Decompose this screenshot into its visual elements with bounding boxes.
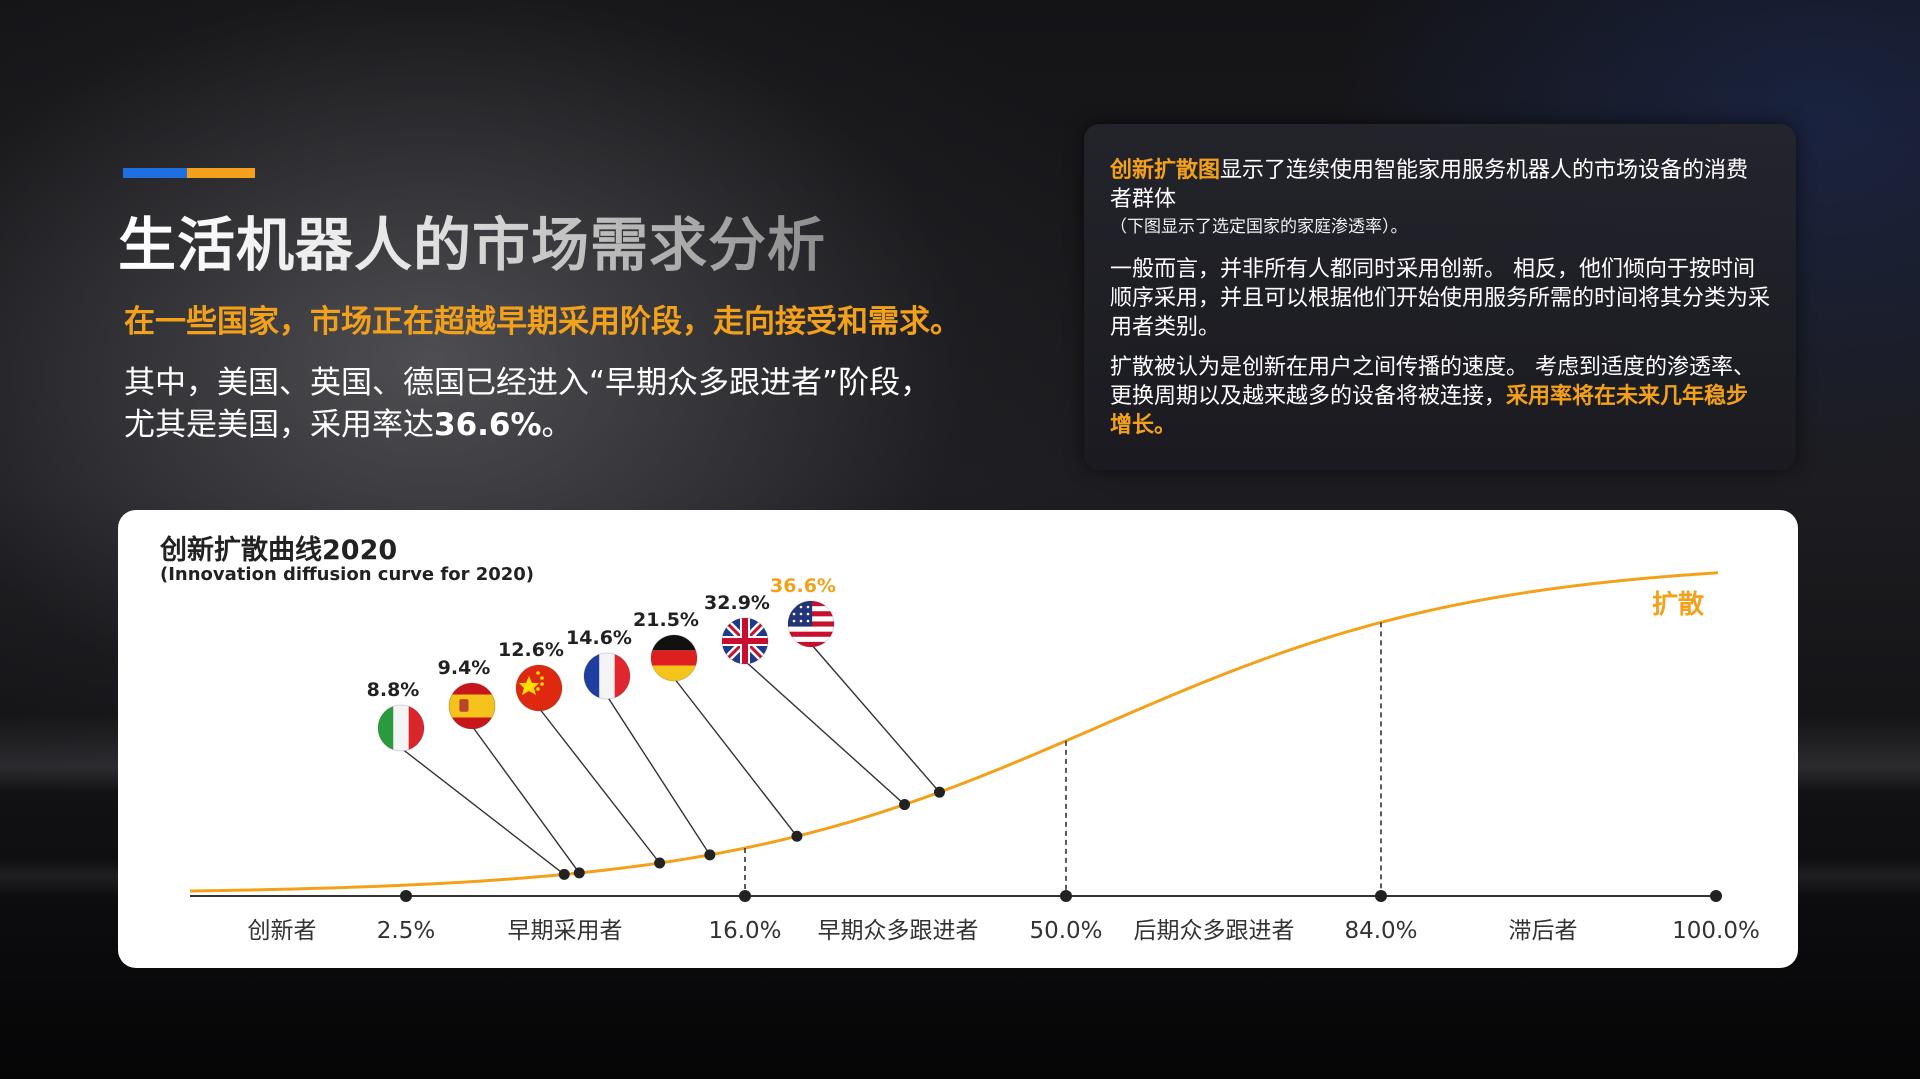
country-value-label: 8.8% bbox=[367, 679, 420, 701]
x-tick-label: 2.5% bbox=[377, 918, 435, 944]
info-p1-highlight: 创新扩散图 bbox=[1110, 158, 1221, 183]
axis-tick-dot bbox=[400, 890, 412, 902]
country-value-label: 21.5% bbox=[633, 609, 699, 631]
segment-label: 滞后者 bbox=[1509, 918, 1578, 944]
axis-tick-dot bbox=[1060, 890, 1072, 902]
curve-point bbox=[791, 830, 803, 842]
info-p3-highlight: 采用率将在未来几年稳步增长。 bbox=[1110, 384, 1749, 438]
connector-line bbox=[810, 643, 941, 793]
usa-flag-icon bbox=[787, 600, 835, 648]
country-value-label: 12.6% bbox=[498, 639, 564, 661]
curve-point bbox=[704, 849, 716, 861]
info-p1-text: 显示了连续使用智能家用服务机器人的市场设备的消费者群体 bbox=[1110, 158, 1749, 212]
curve-point bbox=[558, 868, 570, 880]
axis-tick-dot bbox=[1375, 890, 1387, 902]
description-line-1: 其中，美国、英国、德国已经进入“早期众多跟进者”阶段， bbox=[124, 365, 932, 401]
info-panel: 创新扩散图显示了连续使用智能家用服务机器人的市场设备的消费者群体 （下图显示了选… bbox=[1084, 124, 1796, 470]
country-value-label: 36.6% bbox=[770, 575, 836, 597]
curve-point bbox=[899, 799, 911, 811]
x-tick-label: 84.0% bbox=[1344, 918, 1417, 944]
axis-tick-dot bbox=[1710, 890, 1722, 902]
france-flag-icon bbox=[583, 652, 631, 700]
connector-line bbox=[400, 747, 565, 875]
page-description: 其中，美国、英国、德国已经进入“早期众多跟进者”阶段， 尤其是美国，采用率达36… bbox=[124, 362, 1024, 446]
curve-point bbox=[654, 857, 666, 869]
curve-point bbox=[573, 867, 585, 879]
curve-label: 扩散 bbox=[1652, 590, 1704, 620]
segment-label: 早期众多跟进者 bbox=[818, 918, 979, 944]
uk-flag-icon bbox=[721, 617, 769, 665]
info-p3-text: 扩散被认为是创新在用户之间传播的速度。 考虑到适度的渗透率、更换周期以及越来越多… bbox=[1110, 355, 1755, 409]
x-tick-label: 16.0% bbox=[708, 918, 781, 944]
connector-line bbox=[673, 677, 798, 837]
info-p1-note: （下图显示了选定国家的家庭渗透率）。 bbox=[1110, 217, 1408, 237]
curve-point bbox=[933, 786, 945, 798]
segment-label: 创新者 bbox=[248, 918, 317, 944]
diffusion-curve bbox=[189, 571, 1719, 893]
segment-label: 早期采用者 bbox=[508, 918, 623, 944]
accent-bar-blue bbox=[123, 168, 187, 178]
connector-line bbox=[471, 725, 580, 874]
page-title: 生活机器人的市场需求分析 bbox=[118, 198, 826, 282]
china-flag-icon bbox=[515, 664, 563, 712]
axis-tick-dot bbox=[739, 890, 751, 902]
description-line-2: 尤其是美国，采用率达36.6%。 bbox=[124, 404, 1024, 446]
usa-adoption-rate: 36.6% bbox=[434, 407, 542, 443]
accent-bar-orange bbox=[187, 168, 255, 178]
title-accent-bar bbox=[123, 168, 255, 178]
page-subtitle: 在一些国家，市场正在超越早期采用阶段，走向接受和需求。 bbox=[124, 304, 961, 340]
info-paragraph-2: 一般而言，并非所有人都同时采用创新。 相反，他们倾向于按时间顺序采用，并且可以根… bbox=[1110, 257, 1771, 340]
diffusion-chart: 2.5% 16.0% 50.0% 84.0% 100.0% 创新者 早期采用者 早期众多跟进者… bbox=[189, 571, 1760, 944]
country-value-label: 9.4% bbox=[438, 657, 491, 679]
diffusion-chart-card: 2.5% 16.0% 50.0% 84.0% 100.0% 创新者 早期采用者 早期众多跟进者… bbox=[118, 510, 1798, 968]
connector-line bbox=[606, 695, 711, 856]
x-tick-label: 100.0% bbox=[1672, 918, 1760, 944]
x-tick-label: 50.0% bbox=[1029, 918, 1102, 944]
chart-subtitle: (Innovation diffusion curve for 2020) bbox=[160, 564, 535, 585]
spain-flag-icon bbox=[448, 682, 496, 730]
italy-flag-icon bbox=[377, 704, 425, 752]
connector-line bbox=[744, 660, 906, 806]
chart-title: 创新扩散曲线2020 bbox=[160, 535, 398, 566]
germany-flag-icon bbox=[650, 634, 698, 682]
description-line-2-suffix: 。 bbox=[541, 407, 573, 443]
description-line-2-prefix: 尤其是美国，采用率达 bbox=[124, 407, 434, 443]
country-value-label: 14.6% bbox=[566, 627, 632, 649]
country-value-label: 32.9% bbox=[704, 592, 770, 614]
info-paragraph-3: 扩散被认为是创新在用户之间传播的速度。 考虑到适度的渗透率、更换周期以及越来越多… bbox=[1110, 353, 1770, 440]
segment-label: 后期众多跟进者 bbox=[1134, 918, 1295, 944]
info-paragraph-1: 创新扩散图显示了连续使用智能家用服务机器人的市场设备的消费者群体 （下图显示了选… bbox=[1110, 156, 1770, 240]
connector-line bbox=[538, 707, 661, 864]
